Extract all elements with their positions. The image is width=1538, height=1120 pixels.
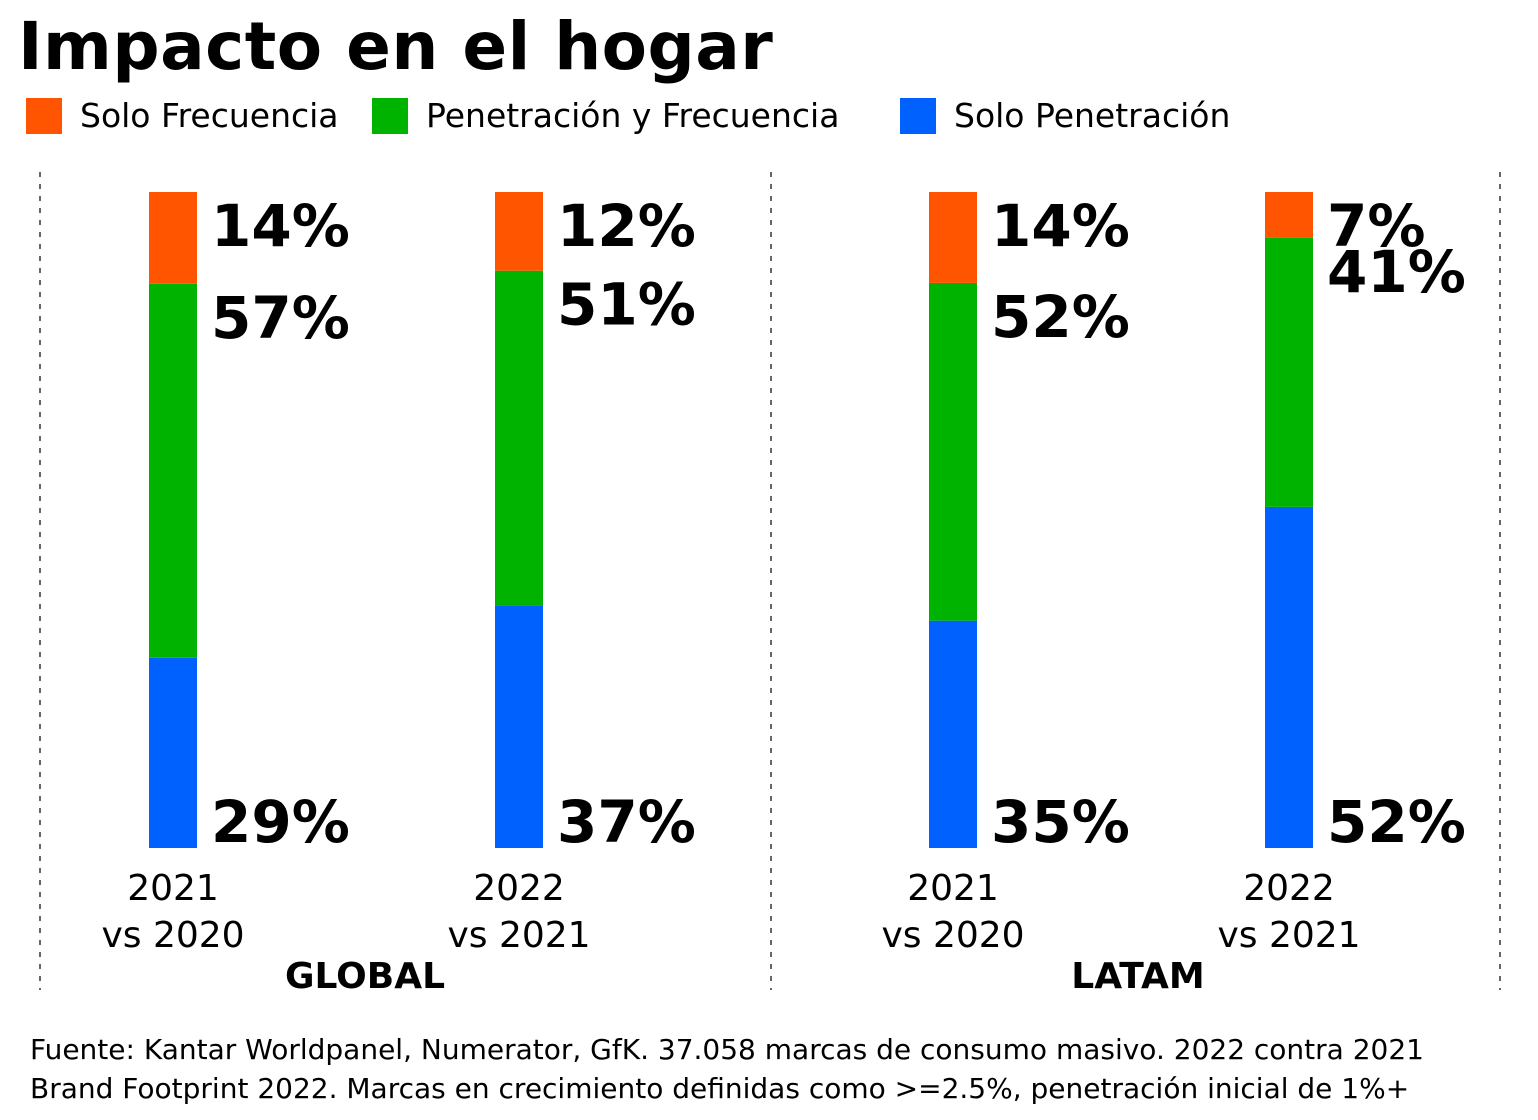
legend-swatch-solo-frecuencia <box>26 97 62 134</box>
legend-swatch-penetracion-y-frecuencia <box>372 97 408 134</box>
data-label-solo-frecuencia-2: 12% <box>557 192 696 260</box>
bar-segment-solo-penetracion-2 <box>495 605 543 848</box>
bar-segment-solo-frecuencia-2 <box>495 192 543 271</box>
legend-swatch-solo-penetracion <box>900 97 936 134</box>
bar-segment-solo-penetracion-1 <box>149 657 197 848</box>
legend-item-penetracion-y-frecuencia: Penetración y Frecuencia <box>372 96 839 135</box>
category-label-year-4: 2022 <box>1243 868 1335 909</box>
legend-label-solo-penetracion: Solo Penetración <box>954 96 1231 135</box>
data-label-solo-penetracion-2: 37% <box>557 788 696 856</box>
category-label-year-3: 2021 <box>907 868 999 909</box>
category-label-comparison-2: vs 2021 <box>447 915 590 956</box>
group-label-global: GLOBAL <box>285 956 445 997</box>
data-label-solo-penetracion-3: 35% <box>991 788 1130 856</box>
source-note-line-1: Fuente: Kantar Worldpanel, Numerator, Gf… <box>30 1033 1424 1066</box>
data-label-penetracion-y-frecuencia-2: 51% <box>557 271 696 339</box>
data-label-solo-frecuencia-3: 14% <box>991 192 1130 260</box>
bar-segment-solo-frecuencia-4 <box>1265 192 1313 238</box>
chart-title: Impacto en el hogar <box>18 8 774 85</box>
bar-segment-penetracion-y-frecuencia-3 <box>929 282 977 621</box>
legend-label-penetracion-y-frecuencia: Penetración y Frecuencia <box>426 96 840 135</box>
group-label-latam: LATAM <box>1071 956 1204 997</box>
category-label-year-2: 2022 <box>473 868 565 909</box>
legend: Solo Frecuencia Penetración y Frecuencia… <box>0 96 1538 140</box>
bar-segment-solo-frecuencia-1 <box>149 192 197 284</box>
bar-segment-penetracion-y-frecuencia-1 <box>149 283 197 658</box>
category-label-comparison-4: vs 2021 <box>1217 915 1360 956</box>
source-note: Fuente: Kantar Worldpanel, Numerator, Gf… <box>30 1030 1424 1108</box>
bar-segment-penetracion-y-frecuencia-4 <box>1265 237 1313 507</box>
category-label-comparison-3: vs 2020 <box>881 915 1024 956</box>
bar-segment-penetracion-y-frecuencia-2 <box>495 270 543 606</box>
data-label-solo-penetracion-4: 52% <box>1327 788 1466 856</box>
data-label-solo-penetracion-1: 29% <box>211 788 350 856</box>
legend-label-solo-frecuencia: Solo Frecuencia <box>80 96 339 135</box>
legend-item-solo-frecuencia: Solo Frecuencia <box>26 96 339 135</box>
data-label-penetracion-y-frecuencia-4: 41% <box>1327 238 1466 306</box>
stacked-bar-chart: 29% 57% 14% 2021 vs 2020 37% 51% 12% 2022 vs 2021… <box>39 172 1501 997</box>
category-label-comparison-1: vs 2020 <box>101 915 244 956</box>
legend-item-solo-penetracion: Solo Penetración <box>900 96 1230 135</box>
bar-segment-solo-penetracion-4 <box>1265 506 1313 848</box>
data-label-penetracion-y-frecuencia-3: 52% <box>991 283 1130 351</box>
category-label-year-1: 2021 <box>127 868 219 909</box>
bar-segment-solo-penetracion-3 <box>929 620 977 848</box>
bar-segment-solo-frecuencia-3 <box>929 192 977 283</box>
data-label-solo-frecuencia-1: 14% <box>211 192 350 260</box>
source-note-line-2: Brand Footprint 2022. Marcas en crecimie… <box>30 1072 1410 1105</box>
data-label-solo-frecuencia-4: 7% <box>1327 192 1425 260</box>
data-label-penetracion-y-frecuencia-1: 57% <box>211 284 350 352</box>
